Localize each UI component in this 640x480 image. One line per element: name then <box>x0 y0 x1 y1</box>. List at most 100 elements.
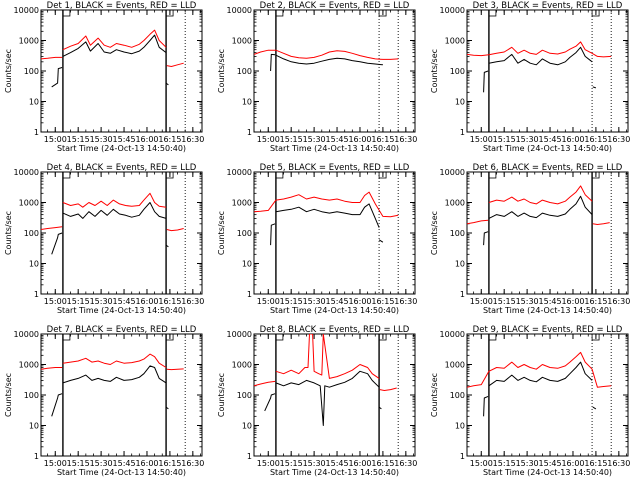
marker-flag <box>488 171 497 179</box>
y-tick-label: 100 <box>237 229 252 238</box>
x-tick-label: 15:15 <box>493 297 516 306</box>
x-tick-label: 15:30 <box>516 459 539 468</box>
y-tick-label: 100 <box>450 229 465 238</box>
lld-series-line <box>254 380 276 387</box>
chart-title: Det 4, BLACK = Events, RED = LLD <box>47 163 197 173</box>
y-tick-label: 10 <box>455 422 465 431</box>
x-tick-label: 15:30 <box>303 135 326 144</box>
y-tick-label: 10000 <box>440 330 465 339</box>
x-tick-label: 16:15 <box>584 297 607 306</box>
plot-frame <box>253 333 416 457</box>
y-tick-label: 10000 <box>14 168 39 177</box>
marker-flag <box>62 333 71 341</box>
events-series-line <box>488 195 593 219</box>
x-tick-label: 16:15 <box>371 459 394 468</box>
x-tick-label: 16:15 <box>371 297 394 306</box>
y-tick-label: 100 <box>237 391 252 400</box>
y-tick-label: 1000 <box>19 199 39 208</box>
y-axis-label: Counts/sec <box>4 373 13 417</box>
y-tick-label: 1000 <box>445 37 465 46</box>
y-axis-label: Counts/sec <box>430 373 439 417</box>
y-tick-label: 10000 <box>227 6 252 15</box>
chart-panel-4: Det 4, BLACK = Events, RED = LLD 1 10 100 10… <box>4 163 204 315</box>
x-tick-label: 15:00 <box>470 459 493 468</box>
x-tick-label: 15:30 <box>90 135 113 144</box>
y-axis-label: Counts/sec <box>430 211 439 255</box>
marker-flag <box>165 333 174 341</box>
x-tick-label: 15:00 <box>44 135 67 144</box>
x-tick-label: 16:30 <box>607 459 630 468</box>
y-axis-label: Counts/sec <box>430 49 439 93</box>
lld-series-line <box>254 191 399 218</box>
y-tick-label: 1000 <box>445 361 465 370</box>
x-tick-label: 16:30 <box>181 297 204 306</box>
y-tick-label: 100 <box>237 67 252 76</box>
marker-flag <box>165 9 174 17</box>
x-tick-label: 15:00 <box>470 135 493 144</box>
x-tick-label: 15:45 <box>326 459 349 468</box>
lld-series-line <box>467 219 489 225</box>
x-tick-label: 16:30 <box>181 135 204 144</box>
chart-title: Det 6, BLACK = Events, RED = LLD <box>473 163 623 173</box>
y-tick-label: 100 <box>450 67 465 76</box>
chart-title: Det 2, BLACK = Events, RED = LLD <box>260 1 410 11</box>
y-axis-label: Counts/sec <box>217 49 226 93</box>
x-tick-label: 15:45 <box>326 297 349 306</box>
x-tick-label: 15:30 <box>516 297 539 306</box>
y-tick-label: 10 <box>242 422 252 431</box>
x-axis-label: Start Time (24-Oct-13 14:50:40) <box>57 144 186 153</box>
y-tick-label: 1 <box>247 452 252 461</box>
events-series-line <box>165 244 169 248</box>
x-tick-label: 15:45 <box>113 135 136 144</box>
lld-series-line <box>166 62 184 67</box>
events-series-line <box>264 393 276 412</box>
y-tick-label: 10 <box>455 98 465 107</box>
lld-series-line <box>41 367 63 370</box>
y-tick-label: 10000 <box>227 330 252 339</box>
events-series-line <box>483 70 489 93</box>
x-tick-label: 16:30 <box>394 459 417 468</box>
y-tick-label: 10000 <box>440 6 465 15</box>
x-axis-label: Start Time (24-Oct-13 14:50:40) <box>483 144 612 153</box>
x-tick-label: 15:45 <box>113 459 136 468</box>
y-axis-label: Counts/sec <box>217 211 226 255</box>
x-tick-label: 15:00 <box>44 459 67 468</box>
chart-title: Det 8, BLACK = Events, RED = LLD <box>260 325 410 335</box>
x-tick-label: 15:30 <box>516 135 539 144</box>
chart-title: Det 7, BLACK = Events, RED = LLD <box>47 325 197 335</box>
events-series-line <box>592 406 597 410</box>
plot-frame <box>40 333 203 457</box>
y-tick-label: 1 <box>247 128 252 137</box>
x-tick-label: 15:30 <box>90 297 113 306</box>
y-tick-label: 1000 <box>232 199 252 208</box>
plot-frame <box>253 9 416 133</box>
x-tick-label: 15:45 <box>113 297 136 306</box>
x-tick-label: 15:30 <box>303 459 326 468</box>
chart-panel-8: Det 8, BLACK = Events, RED = LLD 1 10 100 10… <box>217 325 417 477</box>
x-tick-label: 15:30 <box>90 459 113 468</box>
plot-frame <box>466 9 629 133</box>
y-tick-label: 10 <box>242 98 252 107</box>
x-tick-label: 15:45 <box>539 297 562 306</box>
x-tick-label: 16:00 <box>561 297 584 306</box>
events-series-line <box>275 203 380 228</box>
x-axis-label: Start Time (24-Oct-13 14:50:40) <box>483 306 612 315</box>
chart-panel-2: Det 2, BLACK = Events, RED = LLD 1 10 100 10… <box>217 1 417 153</box>
x-axis-label: Start Time (24-Oct-13 14:50:40) <box>270 468 399 477</box>
chart-title: Det 3, BLACK = Events, RED = LLD <box>473 1 623 11</box>
events-series-line <box>483 231 489 246</box>
events-series-line <box>488 46 593 66</box>
events-series-line <box>275 54 383 66</box>
x-tick-label: 15:30 <box>303 297 326 306</box>
lld-series-line <box>41 56 63 60</box>
marker-flag <box>165 171 174 179</box>
x-tick-label: 15:15 <box>493 459 516 468</box>
plot-frame <box>253 171 416 295</box>
y-tick-label: 1000 <box>445 199 465 208</box>
events-series-line <box>378 239 384 243</box>
y-tick-label: 100 <box>24 67 39 76</box>
marker-flag <box>62 171 71 179</box>
y-tick-label: 1 <box>247 290 252 299</box>
y-tick-label: 1000 <box>232 361 252 370</box>
